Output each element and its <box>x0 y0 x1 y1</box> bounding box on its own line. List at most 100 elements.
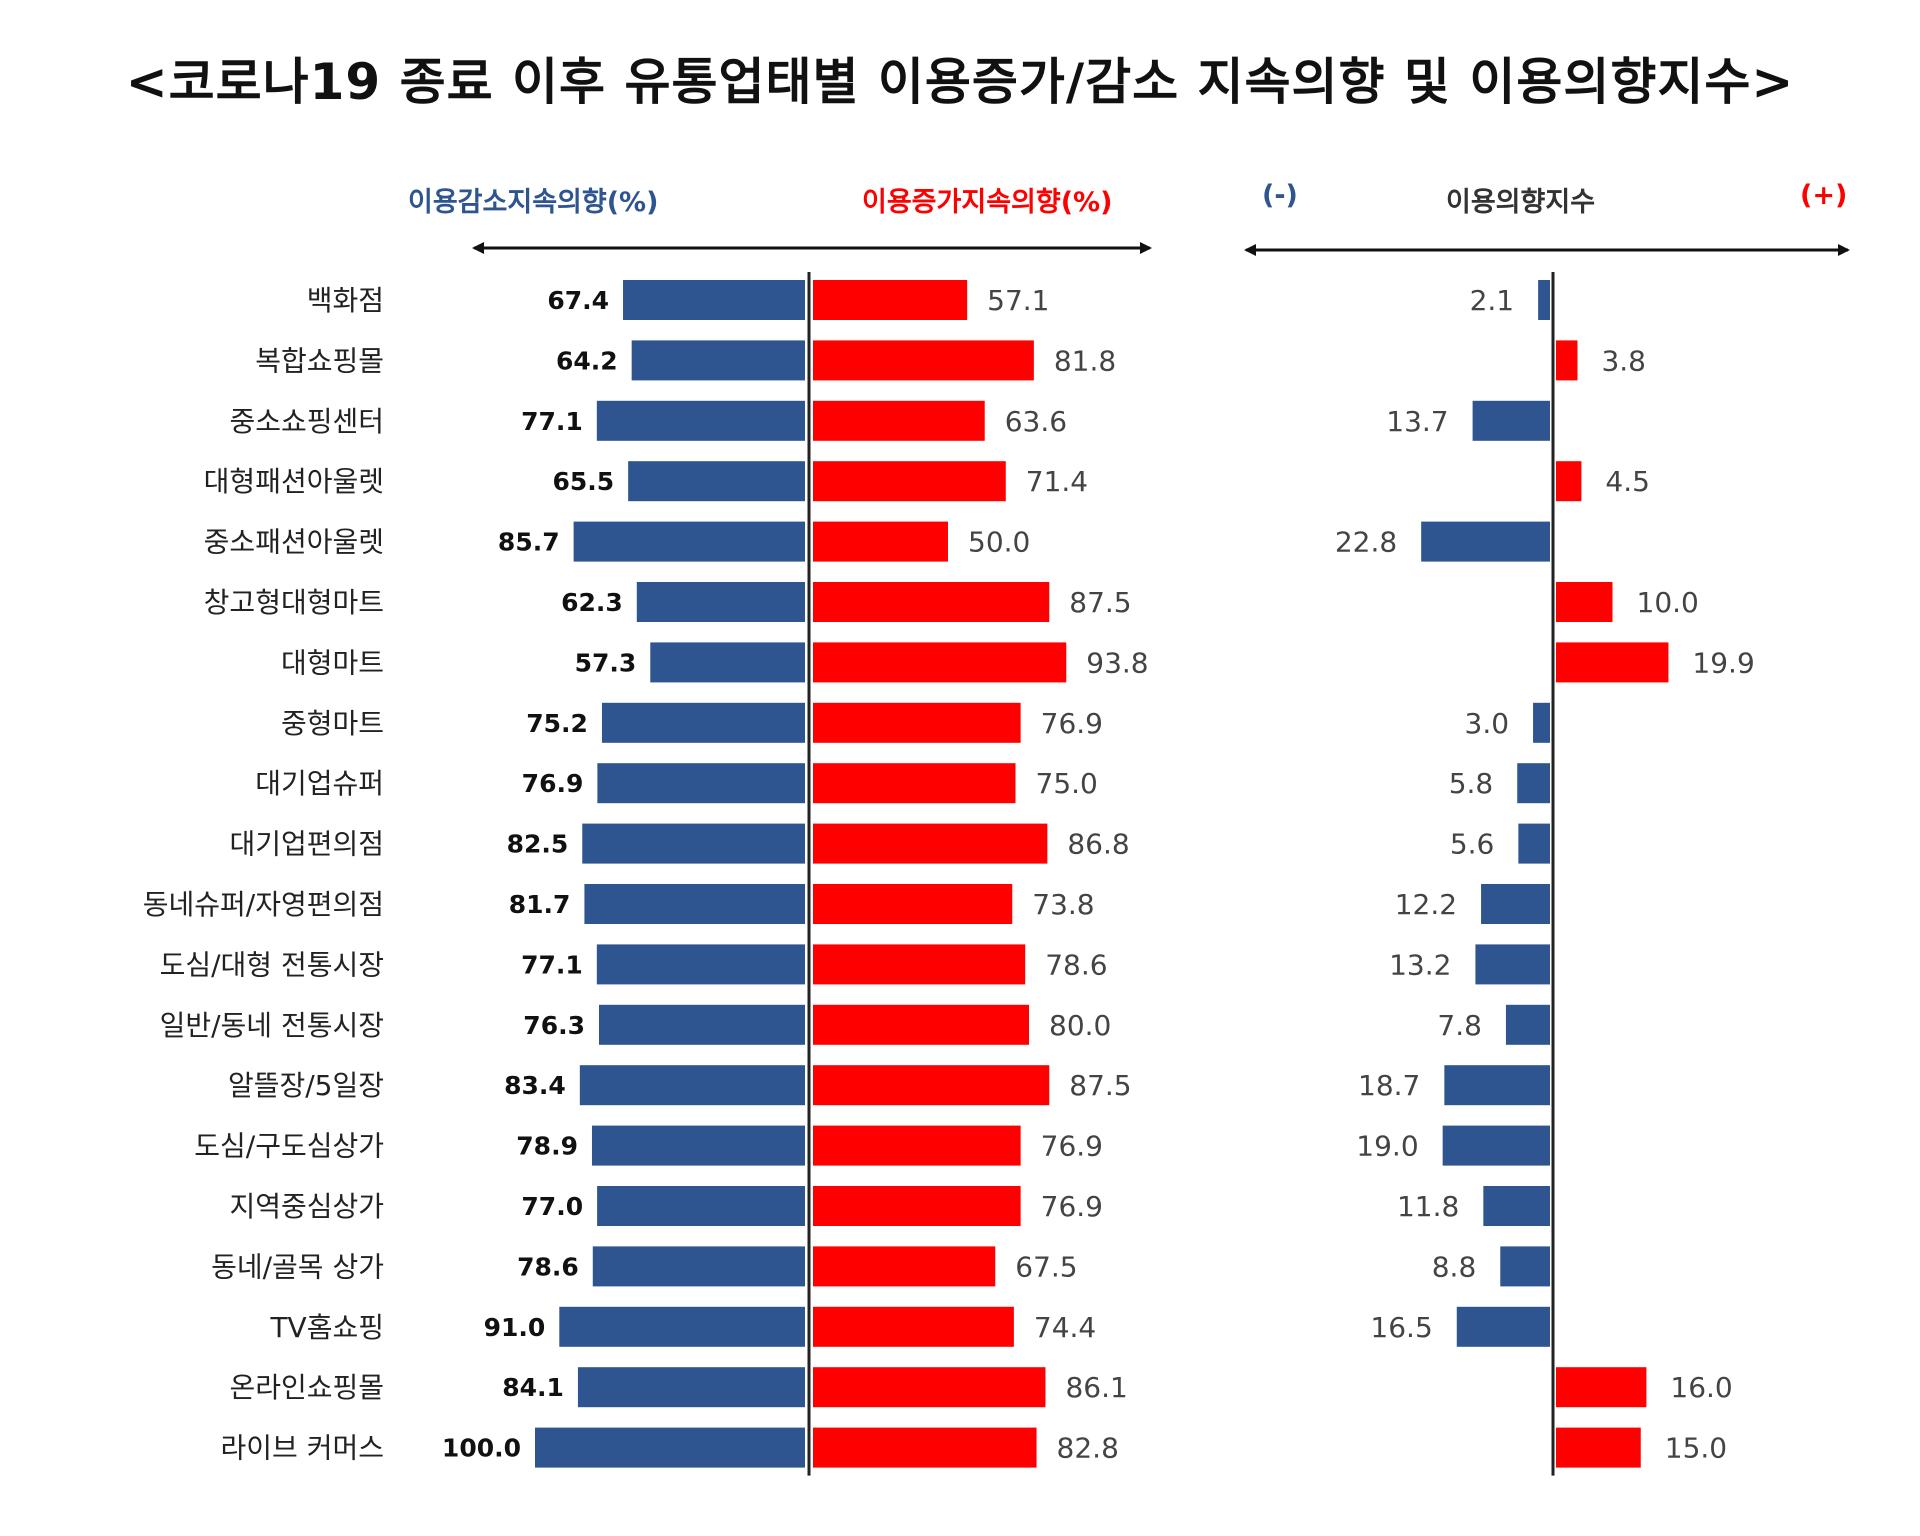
decrease-bar <box>631 340 805 381</box>
index-bar-negative <box>1475 944 1550 985</box>
increase-bar <box>813 1427 1037 1468</box>
index-value-label: 2.1 <box>1470 284 1515 317</box>
decrease-bar <box>598 1004 805 1045</box>
increase-value-label: 93.8 <box>1086 646 1148 679</box>
increase-value-label: 81.8 <box>1054 344 1116 377</box>
increase-bar <box>813 1367 1046 1408</box>
index-bar-negative <box>1472 400 1550 441</box>
index-value-label: 16.5 <box>1370 1311 1432 1344</box>
category-label: 도심/대형 전통시장 <box>160 948 384 981</box>
increase-value-label: 86.1 <box>1065 1371 1127 1404</box>
increase-value-label: 71.4 <box>1026 465 1088 498</box>
decrease-bar <box>582 823 805 864</box>
decrease-value-label: 76.9 <box>522 769 584 798</box>
decrease-bar <box>584 884 805 924</box>
category-label: 창고형대형마트 <box>204 586 384 619</box>
decrease-bar <box>650 642 805 683</box>
index-bar-negative <box>1500 1246 1550 1287</box>
decrease-value-label: 82.5 <box>507 830 569 859</box>
decrease-value-label: 77.1 <box>521 950 583 979</box>
minus-header: (-) <box>1262 180 1298 211</box>
index-bar-negative <box>1483 1186 1550 1226</box>
decrease-bar <box>636 582 805 622</box>
category-label: 대기업편의점 <box>229 828 384 861</box>
increase-value-label: 87.5 <box>1069 1069 1131 1102</box>
index-bar-positive <box>1556 1367 1647 1408</box>
category-label: 알뜰장/5일장 <box>228 1069 384 1102</box>
increase-bar <box>813 702 1021 743</box>
decrease-bar <box>579 1065 805 1106</box>
category-label: 도심/구도심상가 <box>194 1130 384 1163</box>
decrease-header: 이용감소지속의향(%) <box>408 187 659 218</box>
chart-title: <코로나19 종료 이후 유통업태별 이용증가/감소 지속의향 및 이용의향지수… <box>125 53 1795 111</box>
category-label: 중소쇼핑센터 <box>229 405 384 438</box>
index-bar-negative <box>1442 1125 1550 1166</box>
index-value-label: 8.8 <box>1432 1250 1477 1283</box>
increase-value-label: 82.8 <box>1057 1432 1119 1465</box>
increase-value-label: 75.0 <box>1036 767 1098 800</box>
category-label: TV홈쇼핑 <box>269 1311 384 1344</box>
index-value-label: 18.7 <box>1358 1069 1420 1102</box>
decrease-value-label: 57.3 <box>575 648 637 677</box>
index-value-label: 7.8 <box>1437 1009 1482 1042</box>
decrease-value-label: 91.0 <box>484 1313 546 1342</box>
decrease-bar <box>573 521 805 562</box>
decrease-bar <box>559 1306 805 1347</box>
increase-bar <box>813 582 1050 622</box>
index-value-label: 12.2 <box>1395 888 1457 921</box>
increase-value-label: 78.6 <box>1045 948 1107 981</box>
decrease-value-label: 85.7 <box>498 528 560 557</box>
increase-bar <box>813 1306 1014 1347</box>
category-label: 라이브 커머스 <box>221 1432 384 1465</box>
decrease-value-label: 84.1 <box>502 1373 564 1402</box>
increase-bar <box>813 1004 1029 1045</box>
index-bar-negative <box>1518 823 1550 864</box>
decrease-bar <box>597 763 805 804</box>
increase-bar <box>813 461 1006 502</box>
increase-value-label: 50.0 <box>968 526 1030 559</box>
increase-value-label: 76.9 <box>1041 707 1103 740</box>
increase-bar <box>813 884 1013 924</box>
index-bar-negative <box>1538 280 1550 320</box>
decrease-bar <box>628 461 805 502</box>
category-label: 대기업슈퍼 <box>255 767 384 800</box>
index-value-label: 19.9 <box>1692 646 1754 679</box>
increase-bar <box>813 280 968 320</box>
increase-header: 이용증가지속의향(%) <box>862 187 1113 218</box>
category-label: 중형마트 <box>281 707 384 740</box>
index-bar-negative <box>1421 521 1550 562</box>
index-bar-negative <box>1505 1004 1550 1045</box>
category-label: 동네슈퍼/자영편의점 <box>143 888 384 921</box>
decrease-value-label: 83.4 <box>504 1071 566 1100</box>
increase-bar <box>813 1246 996 1287</box>
decrease-bar <box>623 280 805 320</box>
increase-bar <box>813 642 1067 683</box>
index-value-label: 11.8 <box>1397 1190 1459 1223</box>
decrease-bar <box>535 1427 805 1468</box>
decrease-value-label: 65.5 <box>552 467 614 496</box>
decrease-value-label: 64.2 <box>556 346 618 375</box>
increase-value-label: 74.4 <box>1034 1311 1096 1344</box>
decrease-value-label: 76.3 <box>523 1011 585 1040</box>
increase-bar <box>813 400 985 441</box>
decrease-value-label: 100.0 <box>442 1434 521 1463</box>
index-value-label: 13.7 <box>1386 405 1448 438</box>
index-header: 이용의향지수 <box>1446 187 1596 218</box>
index-bar-positive <box>1556 582 1613 622</box>
decrease-bar <box>591 1125 805 1166</box>
decrease-bar <box>596 400 805 441</box>
category-label: 대형마트 <box>281 646 384 679</box>
decrease-value-label: 81.7 <box>509 890 571 919</box>
index-value-label: 13.2 <box>1389 948 1451 981</box>
decrease-bar <box>592 1246 805 1287</box>
index-value-label: 5.6 <box>1450 828 1495 861</box>
increase-bar <box>813 1186 1021 1226</box>
decrease-bar <box>596 944 805 985</box>
index-bar-positive <box>1556 1427 1641 1468</box>
increase-value-label: 80.0 <box>1049 1009 1111 1042</box>
increase-value-label: 73.8 <box>1032 888 1094 921</box>
decrease-bar <box>601 702 805 743</box>
category-label: 중소패션아울렛 <box>204 526 384 559</box>
index-value-label: 10.0 <box>1637 586 1699 619</box>
category-label: 대형패션아울렛 <box>204 465 384 498</box>
